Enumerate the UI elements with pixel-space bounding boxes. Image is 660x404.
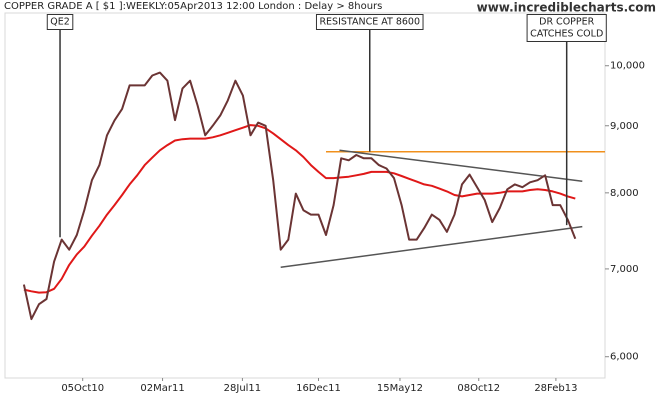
x-tick-label: 28Feb13 — [534, 383, 577, 394]
x-tick-label: 16Dec11 — [296, 383, 341, 394]
annotation-text: QE2 — [50, 17, 70, 28]
trend-line — [280, 225, 583, 269]
annotation-box — [526, 14, 607, 42]
y-tick-label: 7,000 — [610, 264, 639, 275]
annotation-text: CATCHES COLD — [530, 29, 603, 40]
y-tick-label: 8,000 — [610, 188, 639, 199]
x-tick-label: 05Oct10 — [61, 383, 104, 394]
series-line — [22, 71, 577, 321]
annotation-text: RESISTANCE AT 8600 — [319, 17, 420, 28]
x-tick-label: 28Jul11 — [224, 383, 262, 394]
x-tick-label: 15May12 — [377, 383, 423, 394]
source: www.incrediblecharts.com — [477, 1, 656, 15]
y-tick-label: 9,000 — [610, 121, 639, 132]
y-tick-label: 10,000 — [610, 61, 645, 72]
y-tick-label: 6,000 — [610, 352, 639, 363]
x-tick-label: 08Oct12 — [457, 383, 500, 394]
trend-line — [339, 149, 583, 182]
plot-frame — [4, 12, 606, 379]
chart-title: COPPER GRADE A [ $1 ]:WEEKLY:05Apr2013 1… — [4, 1, 382, 12]
annotation-text: DR COPPER — [539, 17, 595, 28]
x-tick-label: 02Mar11 — [140, 383, 184, 394]
series-line — [23, 124, 576, 294]
